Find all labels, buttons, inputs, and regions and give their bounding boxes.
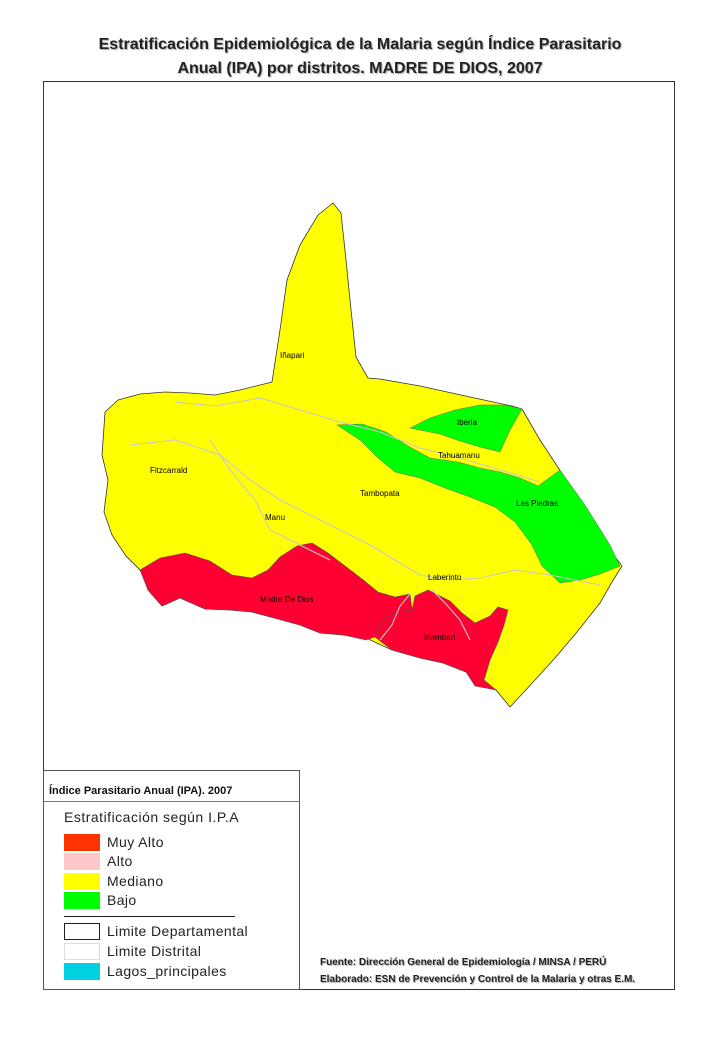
legend-label-alto: Alto [107,853,133,869]
legend-label-bajo: Bajo [107,892,137,908]
district-madre-de-dios-area [139,542,413,641]
swatch-bajo [64,892,100,909]
label-inapari: Iñapari [280,351,305,360]
swatch-limite-distrital [64,943,100,960]
swatch-alto [64,853,100,870]
legend-heading: Índice Parasitario Anual (IPA). 2007 [49,785,233,797]
label-madre-de-dios: Madre De Dios [260,595,313,604]
river-manu [209,439,331,561]
river-tahuamanu [174,397,541,483]
label-tambopata: Tambopata [360,489,400,498]
swatch-muy-alto [64,834,100,851]
legend-separator [64,916,235,917]
map-legend: Índice Parasitario Anual (IPA). 2007 Est… [43,770,300,990]
label-manu: Manu [265,513,285,522]
label-iberia: Iberia [457,418,478,427]
swatch-lagos [64,963,100,980]
source-note: Fuente: Dirección General de Epidemiolog… [320,954,635,988]
district-inambari-area [374,589,509,691]
map-frame [43,81,675,990]
district-las-piedras-area [336,423,621,584]
river-inambari [379,593,411,641]
label-laberinto: Laberinto [428,573,462,582]
river-madre-de-dios [129,439,601,586]
legend-label-lagos: Lagos_principales [107,963,227,979]
legend-label-limite-distrital: Limite Distrital [107,943,202,959]
label-tahuamanu: Tahuamanu [438,451,480,460]
source-line2: Elaborado: ESN de Prevención y Control d… [320,974,636,985]
legend-label-muy-alto: Muy Alto [107,834,164,850]
legend-label-limite-departamental: Limite Departamental [107,923,249,939]
district-iberia-area [409,404,523,453]
label-las-piedras: Las Piedras [516,499,558,508]
map-title-line2: Anual (IPA) por distritos. MADRE DE DIOS… [177,60,543,77]
legend-divider [44,801,299,802]
swatch-limite-departamental [64,923,100,940]
label-inambari: Inambari [424,633,455,642]
source-line1: Fuente: Dirección General de Epidemiolog… [320,957,607,968]
legend-label-mediano: Mediano [107,873,164,889]
swatch-mediano [64,873,100,890]
rivers [129,397,601,641]
river-tambopata [431,589,471,641]
label-fitzcarrald: Fitzcarrald [150,466,187,475]
legend-subtitle: Estratificación según I.P.A [64,809,240,825]
map-title-line1: Estratificación Epidemiológica de la Mal… [98,36,622,53]
